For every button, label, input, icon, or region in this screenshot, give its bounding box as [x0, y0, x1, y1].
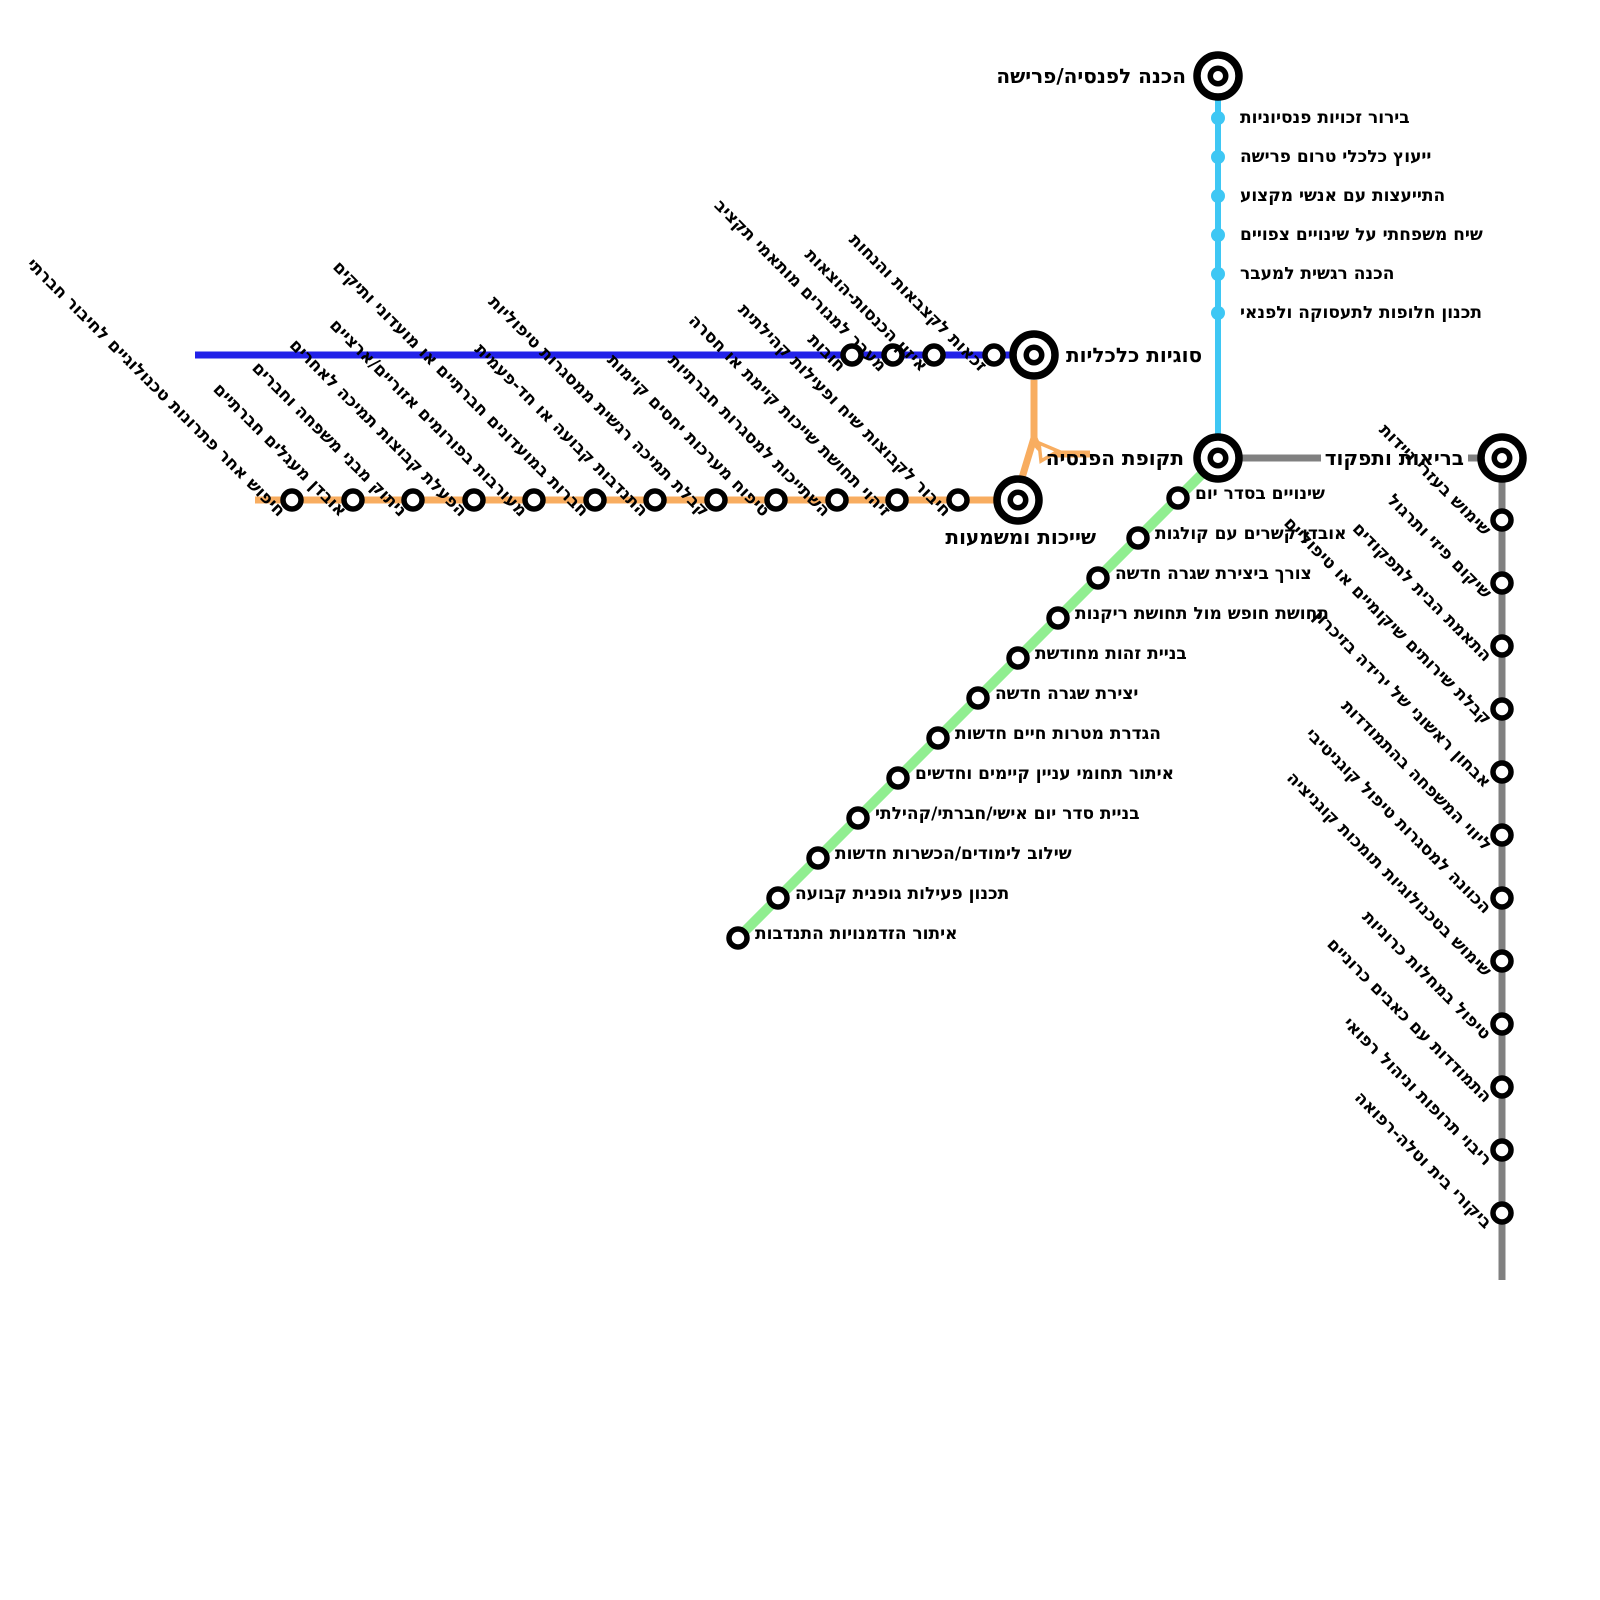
orange-station-7 — [643, 488, 667, 512]
green-stop-label-11: תכנון פעילות גופנית קבועה — [795, 884, 1010, 904]
green-stop-label-3: צורך ביצירת שגרה חדשה — [1115, 564, 1312, 584]
terminal-belonging-label: שייכות ומשמעות — [945, 525, 1096, 549]
gray-station-4 — [1490, 697, 1514, 721]
cyan-station-2 — [1211, 150, 1225, 164]
green-station-6 — [966, 686, 990, 710]
cyan-stop-label-4: שיח משפחתי על שינויים צפויים — [1240, 225, 1483, 245]
terminal-health-marker — [1477, 433, 1527, 483]
terminal-health-label: בריאות ותפקוד — [1320, 445, 1468, 471]
green-stop-label-4: תחושת חופש מול תחושת ריקנות — [1075, 604, 1329, 624]
gray-station-12 — [1490, 1201, 1514, 1225]
cyan-stop-label-1: בירור זכויות פנסיוניות — [1240, 108, 1410, 128]
green-station-4 — [1046, 606, 1070, 630]
orange-station-9 — [764, 488, 788, 512]
green-stop-label-1: שינויים בסדר יום — [1195, 484, 1325, 504]
cyan-stop-label-3: התייעצות עם אנשי מקצוע — [1240, 186, 1446, 206]
green-station-10 — [806, 846, 830, 870]
orange-station-4 — [462, 488, 486, 512]
green-stop-label-7: הגדרת מטרות חיים חדשות — [955, 724, 1161, 744]
terminal-preparation-label: הכנה לפנסיה/פרישה — [996, 64, 1186, 88]
green-station-9 — [846, 806, 870, 830]
cyan-stop-label-5: הכנה רגשית למעבר — [1240, 264, 1395, 284]
green-station-1 — [1166, 486, 1190, 510]
cyan-station-6 — [1211, 306, 1225, 320]
terminal-belonging-marker — [993, 475, 1043, 525]
gray-station-9 — [1490, 1012, 1514, 1036]
terminal-economic-marker — [1009, 330, 1059, 380]
green-station-3 — [1086, 566, 1110, 590]
cyan-stop-label-2: ייעוץ כלכלי טרום פרישה — [1240, 147, 1432, 167]
gray-station-3 — [1490, 634, 1514, 658]
cyan-station-5 — [1211, 267, 1225, 281]
blue-station-3 — [922, 343, 946, 367]
green-station-7 — [926, 726, 950, 750]
green-station-8 — [886, 766, 910, 790]
gray-station-2 — [1490, 571, 1514, 595]
orange-station-10 — [825, 488, 849, 512]
green-station-2 — [1126, 526, 1150, 550]
green-stop-label-8: איתור תחומי עניין קיימים וחדשים — [915, 764, 1174, 784]
connector-wye-triangle — [1036, 440, 1062, 464]
blue-station-4 — [982, 343, 1006, 367]
green-stop-label-9: בניית סדר יום אישי/חברתי/קהילתי — [875, 804, 1140, 824]
gray-station-11 — [1490, 1138, 1514, 1162]
green-station-5 — [1006, 646, 1030, 670]
terminal-economic-label: סוגיות כלכליות — [1066, 343, 1203, 367]
green-station-12 — [726, 926, 750, 950]
cyan-station-3 — [1211, 189, 1225, 203]
gray-station-8 — [1490, 949, 1514, 973]
blue-station-2 — [881, 343, 905, 367]
stations-layer — [280, 111, 1514, 1225]
terminal-preparation-marker — [1193, 51, 1243, 101]
orange-station-6 — [583, 488, 607, 512]
orange-station-12 — [946, 488, 970, 512]
green-stop-label-12: איתור הזדמנויות התנדבות — [755, 924, 958, 944]
orange-station-3 — [401, 488, 425, 512]
blue-station-1 — [840, 343, 864, 367]
gray-station-10 — [1490, 1075, 1514, 1099]
gray-station-5 — [1490, 760, 1514, 784]
cyan-station-1 — [1211, 111, 1225, 125]
green-stop-label-10: שילוב לימודים/הכשרות חדשות — [835, 844, 1072, 864]
orange-station-8 — [704, 488, 728, 512]
cyan-station-4 — [1211, 228, 1225, 242]
orange-station-1 — [280, 488, 304, 512]
green-stop-label-6: יצירת שגרה חדשה — [995, 684, 1139, 704]
green-station-11 — [766, 886, 790, 910]
hub-pension-period-marker — [1193, 433, 1243, 483]
orange-station-11 — [885, 488, 909, 512]
gray-station-7 — [1490, 886, 1514, 910]
orange-station-2 — [341, 488, 365, 512]
gray-station-1 — [1490, 508, 1514, 532]
hub-pension-period-label: תקופת הפנסיה — [1045, 446, 1184, 470]
gray-station-6 — [1490, 823, 1514, 847]
orange-station-5 — [522, 488, 546, 512]
green-stop-label-5: בניית זהות מחודשת — [1035, 644, 1187, 664]
cyan-stop-label-6: תכנון חלופות לתעסוקה ולפנאי — [1240, 303, 1482, 323]
green-stop-label-2: אובדן קשרים עם קולגות — [1155, 524, 1347, 544]
